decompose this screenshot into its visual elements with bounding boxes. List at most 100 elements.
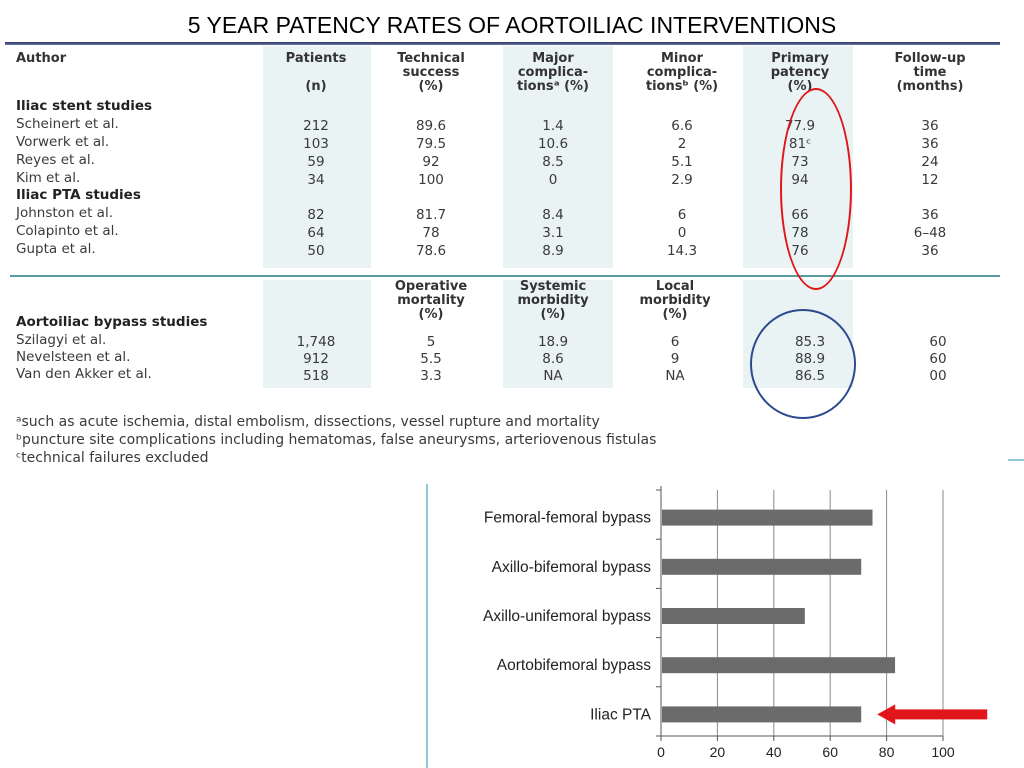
column-shade (503, 46, 613, 268)
row-technical: 78 (422, 225, 440, 241)
row-technical: 89.6 (415, 118, 447, 134)
category-label: Axillo-bifemoral bypass (492, 559, 652, 576)
row-followup: 24 (921, 154, 939, 170)
row-minor: 2 (677, 136, 687, 152)
row-technical: 79.5 (415, 136, 447, 152)
row-minor: 14.3 (666, 243, 698, 259)
section-iliac-stent: Iliac stent studies (16, 98, 153, 114)
follow-up-header: Follow-up time (months) (894, 51, 966, 94)
category-label: Iliac PTA (590, 706, 652, 723)
accent-rule (1008, 459, 1024, 461)
row-patients: 59 (307, 154, 325, 170)
row-major: 10.6 (537, 136, 569, 152)
row-major: 3.1 (542, 225, 564, 241)
section-aortoiliac-bypass: Aortoiliac bypass studies (16, 314, 208, 330)
minor-complications-header: Minor complica-tionsᵇ (%) (645, 51, 719, 94)
row-technical: 92 (422, 154, 440, 170)
row-followup: 60 (929, 334, 947, 350)
row-followup: 36 (921, 118, 939, 134)
row-author: Gupta et al. (16, 241, 96, 257)
row-author: Kim et al. (16, 170, 81, 186)
row-followup: 36 (921, 243, 939, 259)
row-author: Colapinto et al. (16, 223, 119, 239)
x-tick-label: 40 (766, 744, 782, 760)
row-author: Van den Akker et al. (16, 366, 152, 382)
patients-header: Patients (n) (285, 51, 347, 94)
accent-rule-vertical (426, 484, 428, 768)
row-local: NA (665, 368, 685, 384)
row-followup: 60 (929, 351, 947, 367)
footnote-c: ᶜtechnical failures excluded (16, 450, 209, 466)
systemic-morbidity-header: Systemic morbidity (%) (517, 279, 589, 322)
column-shade (263, 280, 371, 388)
row-patients: 518 (303, 368, 329, 384)
x-tick-label: 80 (879, 744, 895, 760)
row-systemic: 8.6 (542, 351, 564, 367)
row-minor: 6 (677, 207, 687, 223)
row-operative: 3.3 (420, 368, 442, 384)
column-shade (503, 280, 613, 388)
x-tick-label: 60 (822, 744, 838, 760)
category-label: Axillo-unifemoral bypass (483, 608, 651, 625)
row-followup: 6–48 (913, 225, 947, 241)
patency-table: Author Patients (n) Technical success (%) M… (10, 46, 1005, 466)
row-minor: 6.6 (671, 118, 693, 134)
row-followup: 00 (929, 368, 947, 384)
category-label: Aortobifemoral bypass (497, 657, 651, 674)
slide-title: 5 YEAR PATENCY RATES OF AORTOILIAC INTER… (187, 12, 837, 38)
row-technical: 81.7 (415, 207, 447, 223)
row-major: 0 (548, 172, 558, 188)
primary-patency-header: Primary patency (%) (770, 51, 830, 94)
row-minor: 2.9 (671, 172, 693, 188)
row-patients: 103 (303, 136, 329, 152)
row-followup: 36 (921, 136, 939, 152)
row-minor: 5.1 (671, 154, 693, 170)
category-label: Femoral-femoral bypass (484, 510, 651, 527)
row-patients: 82 (307, 207, 325, 223)
row-patients: 912 (303, 351, 329, 367)
row-local: 9 (670, 351, 680, 367)
section-iliac-pta: Iliac PTA studies (16, 187, 141, 203)
major-complications-header: Major complica-tionsᵃ (%) (517, 51, 589, 94)
bar (662, 657, 896, 674)
row-followup: 12 (921, 172, 939, 188)
table-divider (10, 275, 1000, 277)
footnote-a: ᵃsuch as acute ischemia, distal embolism… (16, 414, 600, 430)
technical-success-header: Technical success (%) (397, 51, 465, 94)
bar (662, 558, 862, 575)
local-morbidity-header: Local morbidity (%) (639, 279, 711, 322)
row-minor: 0 (677, 225, 687, 241)
row-major: 8.9 (542, 243, 564, 259)
operative-mortality-header: Operative mortality (%) (394, 279, 468, 322)
bar (662, 509, 873, 526)
x-tick-label: 0 (657, 744, 665, 760)
row-followup: 36 (921, 207, 939, 223)
patency-bar-chart: 0 20 40 60 80 100 Femoral-femoral bypass Axillo… (483, 486, 988, 760)
author-header: Author (16, 51, 67, 66)
row-technical: 100 (418, 172, 444, 188)
row-author: Reyes et al. (16, 152, 95, 168)
patency-highlight-ring (780, 88, 852, 290)
bar (662, 608, 805, 624)
row-local: 6 (670, 334, 680, 350)
row-major: 1.4 (542, 118, 564, 134)
row-patients: 64 (307, 225, 325, 241)
column-shade (263, 46, 371, 268)
x-tick-label: 100 (931, 744, 955, 760)
bar (662, 706, 862, 723)
title-divider (5, 42, 1000, 45)
bypass-patency-highlight-ring (750, 309, 856, 419)
row-major: 8.4 (542, 207, 564, 223)
footnote-b: ᵇpuncture site complications including h… (16, 432, 657, 448)
highlight-arrow-head (877, 704, 896, 725)
row-patients: 50 (307, 243, 325, 259)
row-author: Johnston et al. (16, 205, 113, 221)
row-patients: 1,748 (296, 334, 336, 350)
x-tick-label: 20 (710, 744, 726, 760)
row-patients: 212 (303, 118, 329, 134)
highlight-arrow-shaft (891, 709, 988, 720)
row-patients: 34 (307, 172, 325, 188)
row-major: 8.5 (542, 154, 564, 170)
row-systemic: NA (543, 368, 563, 384)
row-operative: 5 (426, 334, 436, 350)
